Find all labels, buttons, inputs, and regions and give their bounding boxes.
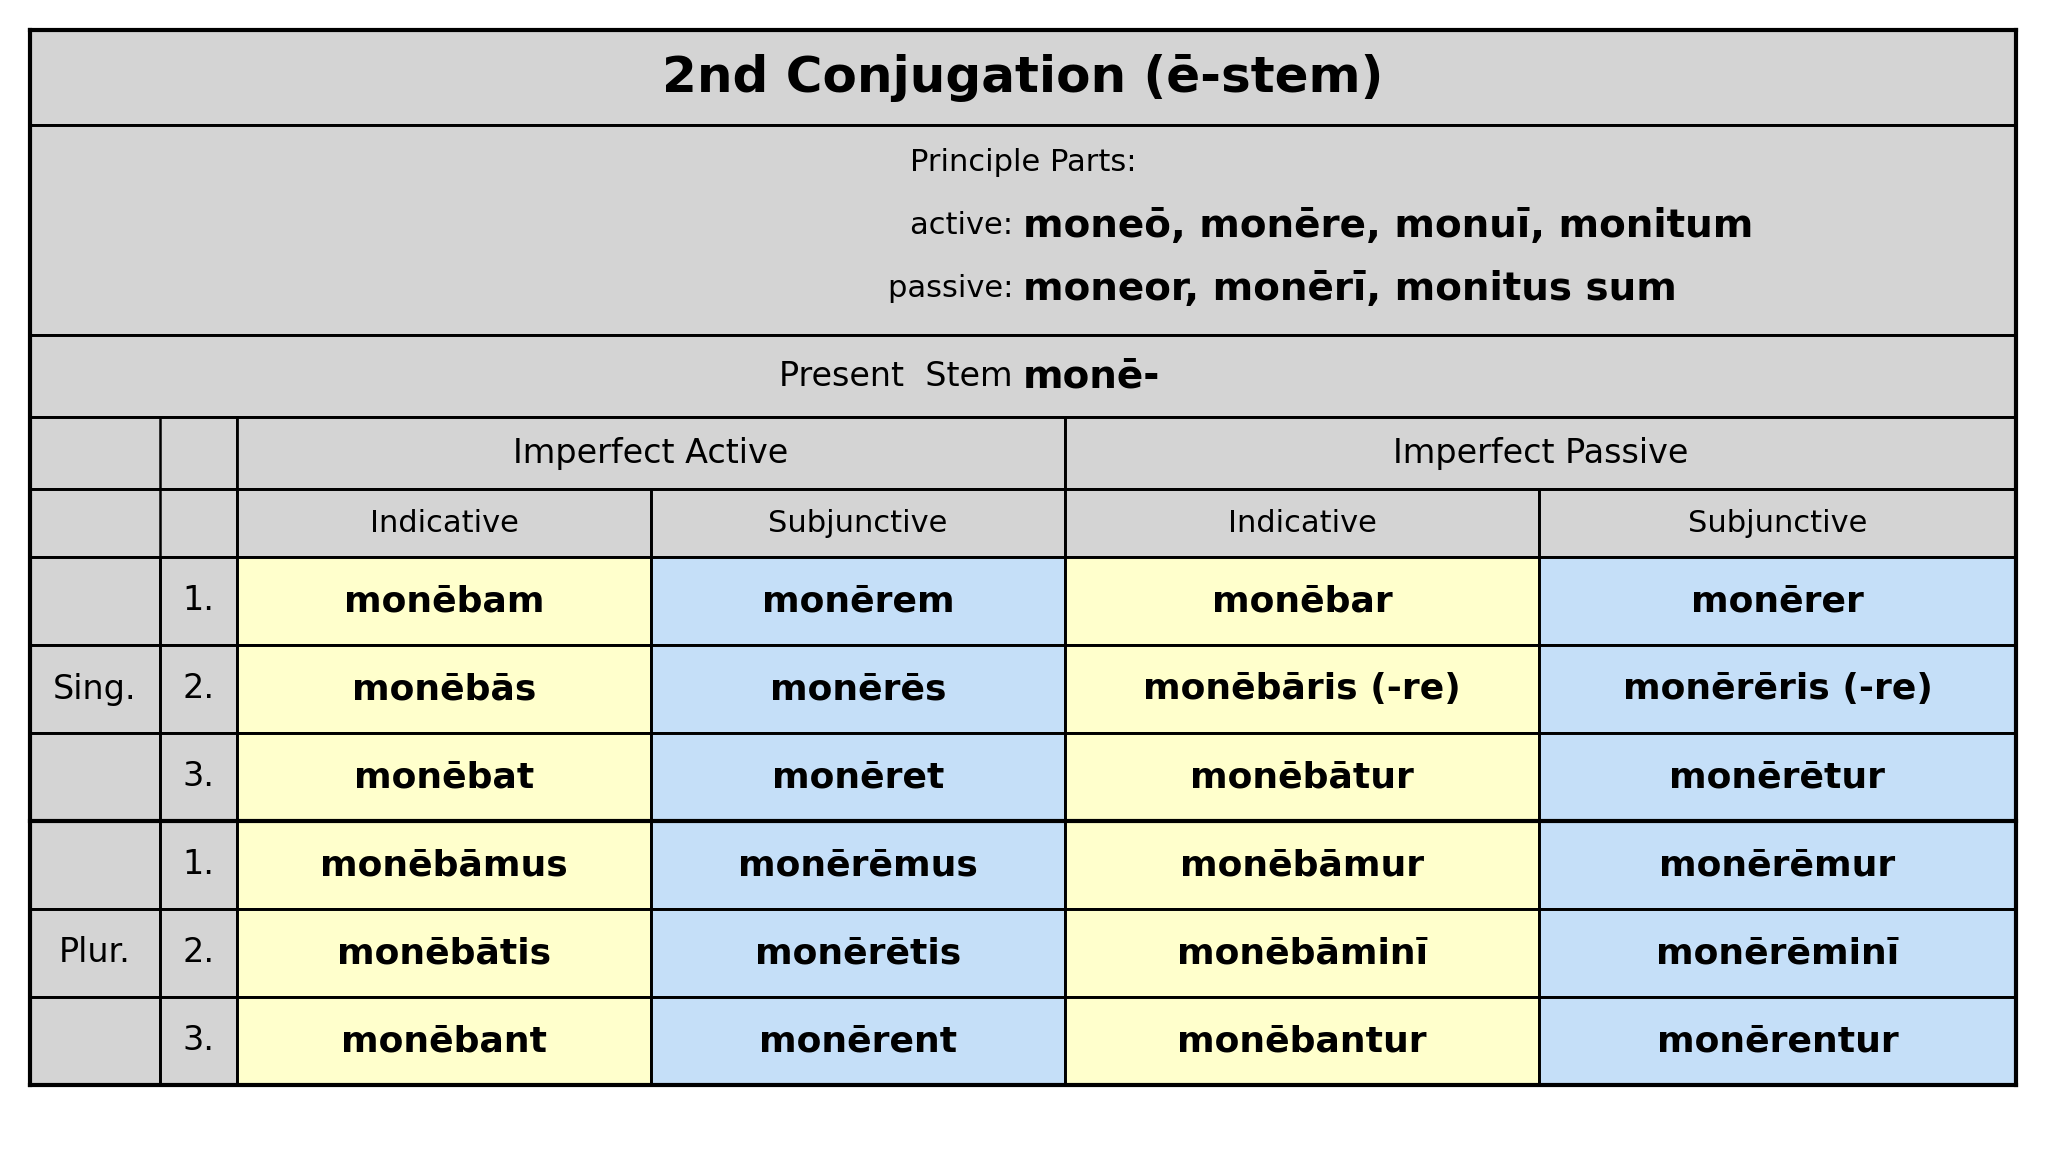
Text: monēbāminī: monēbāminī bbox=[1176, 936, 1428, 971]
Bar bbox=[31, 417, 237, 489]
Text: monērēris (-re): monērēris (-re) bbox=[1622, 672, 1931, 706]
Text: monērentur: monērentur bbox=[1657, 1024, 1899, 1058]
Bar bbox=[1539, 909, 2015, 997]
Bar bbox=[31, 30, 2015, 125]
Bar bbox=[160, 645, 237, 733]
Bar bbox=[1066, 489, 1539, 557]
Text: monēbant: monēbant bbox=[342, 1024, 546, 1058]
Text: Imperfect Passive: Imperfect Passive bbox=[1393, 436, 1688, 470]
Text: Sing.: Sing. bbox=[53, 673, 137, 705]
Bar bbox=[237, 645, 651, 733]
Text: monērētis: monērētis bbox=[755, 936, 962, 971]
Text: 1.: 1. bbox=[182, 584, 215, 617]
Bar bbox=[1066, 733, 1539, 820]
Bar bbox=[1066, 909, 1539, 997]
Text: Present  Stem: Present Stem bbox=[780, 360, 1023, 392]
Bar bbox=[31, 125, 2015, 335]
Bar bbox=[1539, 489, 2015, 557]
Bar bbox=[1539, 997, 2015, 1085]
Bar bbox=[31, 489, 237, 557]
Text: Indicative: Indicative bbox=[370, 509, 518, 538]
Text: Plur.: Plur. bbox=[59, 937, 131, 969]
Bar bbox=[237, 733, 651, 820]
Text: 2.: 2. bbox=[182, 937, 215, 969]
Text: Subjunctive: Subjunctive bbox=[769, 509, 947, 538]
Bar bbox=[651, 645, 1066, 733]
Text: monērer: monērer bbox=[1692, 584, 1864, 619]
Bar bbox=[1539, 557, 2015, 645]
Bar bbox=[651, 557, 1066, 645]
Text: Indicative: Indicative bbox=[1228, 509, 1377, 538]
Text: monēbat: monēbat bbox=[354, 760, 534, 794]
Bar bbox=[1066, 997, 1539, 1085]
Text: monēbāris (-re): monēbāris (-re) bbox=[1144, 672, 1461, 706]
Bar bbox=[160, 733, 237, 820]
Bar bbox=[1066, 645, 1539, 733]
Bar bbox=[1066, 417, 2015, 489]
Text: monē-: monē- bbox=[1023, 357, 1160, 395]
Text: monērēs: monērēs bbox=[769, 672, 945, 706]
Text: moneō, monēre, monuī, monitum: moneō, monēre, monuī, monitum bbox=[1023, 207, 1753, 245]
Text: monēbāmus: monēbāmus bbox=[319, 848, 569, 882]
Text: monēbāmur: monēbāmur bbox=[1181, 848, 1424, 882]
Bar bbox=[31, 820, 160, 909]
Text: active:: active: bbox=[910, 211, 1023, 240]
Bar bbox=[31, 645, 160, 733]
Text: Imperfect Active: Imperfect Active bbox=[514, 436, 788, 470]
Text: monērēmus: monērēmus bbox=[739, 848, 978, 882]
Bar bbox=[1539, 820, 2015, 909]
Text: monēbātur: monēbātur bbox=[1191, 760, 1414, 794]
Text: monēbātis: monēbātis bbox=[338, 936, 550, 971]
Bar bbox=[237, 997, 651, 1085]
Bar bbox=[237, 820, 651, 909]
Text: monēret: monēret bbox=[771, 760, 943, 794]
Text: 3.: 3. bbox=[182, 1025, 215, 1057]
Bar bbox=[160, 820, 237, 909]
Bar bbox=[160, 997, 237, 1085]
Text: 2nd Conjugation (ē-stem): 2nd Conjugation (ē-stem) bbox=[663, 53, 1383, 102]
Bar bbox=[651, 909, 1066, 997]
Bar bbox=[651, 733, 1066, 820]
Bar bbox=[31, 997, 160, 1085]
Text: monēbar: monēbar bbox=[1211, 584, 1393, 619]
Bar bbox=[237, 417, 1066, 489]
Text: monēbam: monēbam bbox=[344, 584, 544, 619]
Text: monērēminī: monērēminī bbox=[1655, 936, 1899, 971]
Text: monēbās: monēbās bbox=[352, 672, 536, 706]
Bar bbox=[1066, 820, 1539, 909]
Bar bbox=[237, 909, 651, 997]
Text: 3.: 3. bbox=[182, 760, 215, 794]
Text: moneor, monērī, monitus sum: moneor, monērī, monitus sum bbox=[1023, 270, 1678, 308]
Bar bbox=[31, 557, 160, 645]
Text: Subjunctive: Subjunctive bbox=[1688, 509, 1868, 538]
Text: monērēmur: monērēmur bbox=[1659, 848, 1897, 882]
Bar bbox=[651, 997, 1066, 1085]
Bar bbox=[1539, 645, 2015, 733]
Bar bbox=[160, 557, 237, 645]
Bar bbox=[651, 820, 1066, 909]
Text: 2.: 2. bbox=[182, 673, 215, 705]
Bar bbox=[31, 909, 160, 997]
Bar bbox=[160, 909, 237, 997]
Bar bbox=[31, 335, 2015, 417]
Bar bbox=[237, 489, 651, 557]
Text: 1.: 1. bbox=[182, 848, 215, 882]
Bar bbox=[237, 557, 651, 645]
Text: monērētur: monērētur bbox=[1670, 760, 1886, 794]
Bar bbox=[31, 733, 160, 820]
Bar bbox=[1066, 557, 1539, 645]
Text: monērem: monērem bbox=[761, 584, 953, 619]
Bar bbox=[1539, 733, 2015, 820]
Text: monērent: monērent bbox=[759, 1024, 958, 1058]
Text: passive:: passive: bbox=[888, 275, 1023, 304]
Text: Principle Parts:: Principle Parts: bbox=[910, 149, 1136, 178]
Text: monēbantur: monēbantur bbox=[1176, 1024, 1426, 1058]
Bar bbox=[651, 489, 1066, 557]
